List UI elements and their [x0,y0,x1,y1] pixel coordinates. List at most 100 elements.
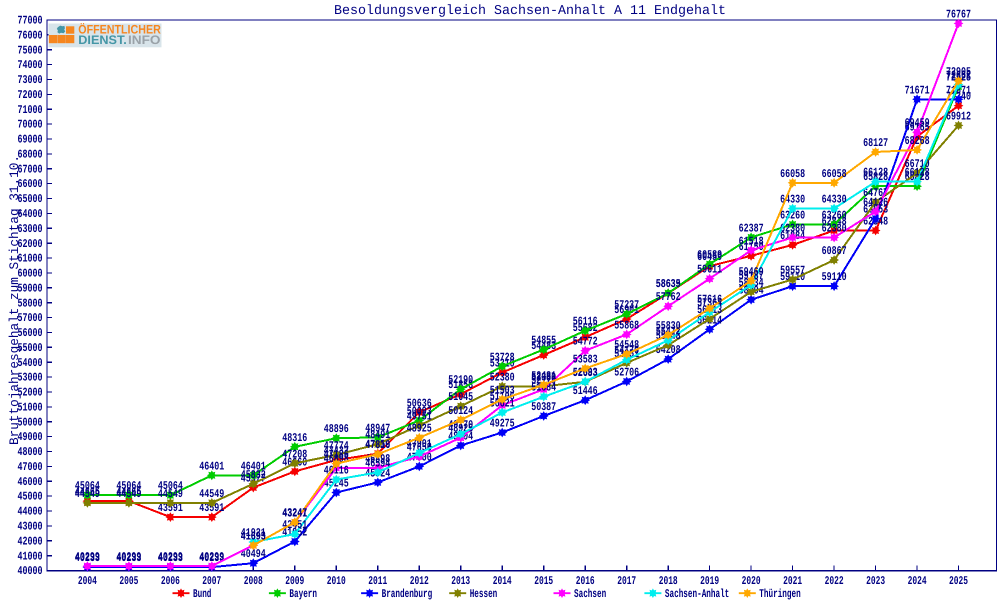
svg-text:47000: 47000 [18,460,43,474]
svg-text:68127: 68127 [863,136,888,150]
svg-text:61000: 61000 [18,252,43,266]
svg-text:77000: 77000 [18,14,43,28]
svg-text:60000: 60000 [18,267,43,281]
svg-text:2004: 2004 [78,574,97,588]
svg-text:69912: 69912 [946,109,971,123]
svg-text:51503: 51503 [490,383,515,397]
svg-text:43247: 43247 [282,506,307,520]
svg-text:59110: 59110 [822,270,847,284]
svg-text:50124: 50124 [448,404,473,418]
svg-text:2018: 2018 [659,574,678,588]
svg-text:Bund: Bund [193,587,211,600]
svg-text:2011: 2011 [368,574,387,588]
svg-text:54772: 54772 [573,335,598,349]
svg-text:55868: 55868 [614,318,639,332]
svg-text:52481: 52481 [531,369,556,383]
svg-text:71000: 71000 [18,103,43,117]
svg-text:2021: 2021 [783,574,802,588]
svg-text:48491: 48491 [365,428,390,442]
svg-text:40299: 40299 [116,550,141,564]
svg-text:45064: 45064 [158,479,183,493]
svg-text:53728: 53728 [490,350,515,364]
svg-text:Hessen: Hessen [470,587,498,600]
svg-text:48000: 48000 [18,445,43,459]
svg-text:Sachsen-Anhalt: Sachsen-Anhalt [665,587,729,600]
svg-text:45064: 45064 [116,479,141,493]
svg-text:Bruttojahresgehalt zum Stichta: Bruttojahresgehalt zum Stichtag 31.10. [7,155,22,445]
svg-text:2010: 2010 [327,574,346,588]
svg-text:2014: 2014 [493,574,512,588]
svg-text:49751: 49751 [407,409,432,423]
svg-text:72905: 72905 [946,65,971,79]
svg-text:70000: 70000 [18,118,43,132]
svg-text:64330: 64330 [822,193,847,207]
svg-text:63000: 63000 [18,222,43,236]
svg-text:2024: 2024 [908,574,927,588]
svg-text:2009: 2009 [285,574,304,588]
svg-text:2023: 2023 [866,574,885,588]
svg-text:60867: 60867 [822,244,847,258]
svg-text:47208: 47208 [282,447,307,461]
svg-text:40233: 40233 [116,551,141,565]
svg-text:66000: 66000 [18,177,43,191]
svg-text:DIENST.: DIENST. [78,33,127,47]
svg-text:Sachsen: Sachsen [574,587,606,600]
svg-text:40299: 40299 [158,550,183,564]
svg-text:46000: 46000 [18,475,43,489]
svg-text:73000: 73000 [18,73,43,87]
svg-text:52380: 52380 [490,370,515,384]
svg-text:66058: 66058 [822,167,847,181]
svg-text:ÖFFENTLICHER: ÖFFENTLICHER [78,23,161,37]
svg-text:63260: 63260 [822,208,847,222]
svg-text:44549: 44549 [116,487,141,501]
svg-text:54208: 54208 [656,343,681,357]
svg-text:51000: 51000 [18,401,43,415]
svg-text:76000: 76000 [18,28,43,42]
svg-text:66128: 66128 [905,166,930,180]
svg-text:2016: 2016 [576,574,595,588]
svg-text:47816: 47816 [365,438,390,452]
svg-text:76767: 76767 [946,7,971,21]
svg-text:64126: 64126 [863,196,888,210]
svg-text:45832: 45832 [241,468,266,482]
svg-text:2005: 2005 [119,574,138,588]
svg-text:50387: 50387 [531,400,556,414]
svg-text:53583: 53583 [573,352,598,366]
svg-text:72662: 72662 [946,69,971,83]
svg-text:41921: 41921 [241,526,266,540]
svg-text:59000: 59000 [18,281,43,295]
svg-text:51045: 51045 [448,390,473,404]
svg-text:50093: 50093 [407,404,432,418]
svg-text:53000: 53000 [18,371,43,385]
svg-text:40494: 40494 [241,547,266,561]
svg-text:61518: 61518 [739,234,764,248]
svg-text:69459: 69459 [905,116,930,130]
svg-text:69000: 69000 [18,133,43,147]
svg-text:41000: 41000 [18,549,43,563]
svg-text:46594: 46594 [365,456,390,470]
svg-text:43591: 43591 [199,501,224,515]
svg-text:40299: 40299 [199,550,224,564]
svg-text:75000: 75000 [18,43,43,57]
svg-text:68268: 68268 [905,134,930,148]
svg-text:43000: 43000 [18,520,43,534]
svg-text:40233: 40233 [158,551,183,565]
svg-text:59469: 59469 [739,265,764,279]
svg-text:66128: 66128 [863,166,888,180]
svg-text:54855: 54855 [531,334,556,348]
svg-text:71671: 71671 [905,83,930,97]
svg-text:59557: 59557 [780,264,805,278]
svg-text:57000: 57000 [18,311,43,325]
svg-text:47186: 47186 [324,448,349,462]
svg-text:62380: 62380 [822,222,847,236]
svg-text:44549: 44549 [75,487,100,501]
svg-text:40233: 40233 [199,551,224,565]
svg-text:57762: 57762 [656,290,681,304]
svg-text:Thüringen: Thüringen [759,587,800,600]
svg-text:42000: 42000 [18,534,43,548]
svg-text:Bayern: Bayern [289,587,317,600]
svg-text:50000: 50000 [18,415,43,429]
svg-text:57237: 57237 [614,298,639,312]
svg-text:62000: 62000 [18,237,43,251]
svg-text:62380: 62380 [780,222,805,236]
